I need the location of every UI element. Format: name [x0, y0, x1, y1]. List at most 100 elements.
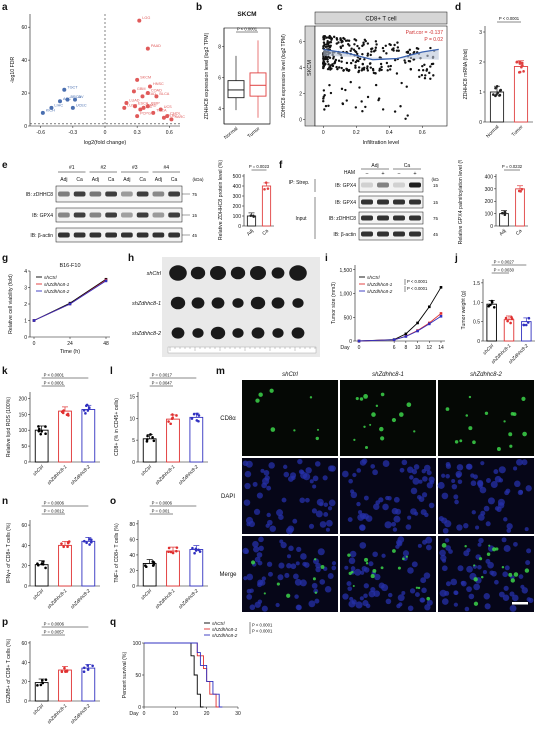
bar [81, 667, 96, 702]
y-tick-label: 0 [349, 339, 352, 345]
data-point [399, 105, 402, 108]
data-point [345, 61, 349, 65]
nucleus [315, 562, 321, 569]
data-point [354, 50, 357, 53]
micrograph-tile [242, 458, 338, 535]
point-label: HNSC [153, 82, 164, 86]
tumor [171, 327, 185, 339]
band [361, 199, 373, 205]
nucleus [288, 545, 294, 551]
nucleus [482, 570, 487, 575]
data-point [44, 566, 47, 570]
data-point [335, 65, 338, 69]
nucleus [316, 498, 324, 506]
cd8-signal [364, 446, 369, 450]
data-point [195, 419, 199, 422]
data-point [358, 86, 361, 89]
nucleus [465, 463, 473, 470]
chart-q-survival: 0 50 100 Percent survival (%) 0 10 20 30 Day shCt… [122, 621, 273, 717]
bar [142, 563, 157, 587]
data-point [362, 41, 365, 44]
data-point [366, 69, 370, 72]
x-axis-label: Day [340, 345, 350, 351]
row-label: Merge [219, 572, 237, 578]
nucleus [407, 605, 414, 612]
side-label: Input [295, 216, 307, 222]
point-up [133, 104, 137, 109]
legend-label: shZdhhc8-2 [212, 633, 238, 639]
nucleus [286, 563, 292, 569]
nucleus [516, 458, 523, 466]
data-point [40, 430, 43, 433]
nucleus [344, 565, 349, 570]
nucleus [503, 585, 509, 591]
data-point [327, 36, 330, 39]
tumor [271, 297, 285, 309]
cd8-signal [479, 557, 483, 561]
nucleus [413, 464, 420, 470]
nucleus [487, 497, 495, 505]
chart-k-lipid-ros: 0 50 100 150 200 Relative lipid ROS (100%) shC… [6, 373, 100, 486]
data-point [366, 65, 369, 68]
nucleus [311, 508, 318, 514]
kda-marker: 15 [433, 183, 439, 188]
nucleus [486, 478, 491, 483]
nucleus [487, 561, 494, 569]
x-axis-label: Day [129, 711, 139, 717]
data-point [327, 55, 330, 58]
nucleus [483, 505, 490, 512]
p-value: P = 0.0006 [44, 501, 65, 506]
data-point [378, 69, 381, 72]
nucleus [264, 475, 270, 481]
cd8-signal [312, 577, 316, 581]
cd8-signal [473, 564, 476, 567]
data-point [504, 316, 508, 320]
nucleus [350, 566, 356, 571]
data-point [264, 181, 268, 184]
panel-label-e: e [2, 160, 8, 171]
cd8-signal [270, 427, 276, 432]
nucleus [448, 549, 453, 554]
nucleus [505, 488, 511, 494]
data-point [167, 550, 170, 554]
nucleus [475, 525, 480, 530]
data-point [339, 37, 342, 40]
tumor [250, 296, 266, 310]
x-axis-label: Time (h) [60, 349, 80, 355]
nucleus [278, 562, 285, 569]
nucleus [441, 492, 449, 500]
data-point [372, 71, 376, 75]
nucleus [294, 578, 302, 586]
data-point [343, 37, 346, 41]
nucleus [266, 485, 272, 491]
data-point [423, 77, 427, 80]
nucleus [453, 590, 459, 596]
y-tick-label: 0.5 [473, 320, 480, 326]
data-point [197, 414, 201, 417]
point-label: BRCA [71, 95, 82, 99]
x-tick-label: 20 [204, 711, 210, 717]
series-line [358, 315, 442, 342]
point-down [40, 110, 45, 115]
nucleus [497, 498, 505, 506]
data-point [357, 47, 361, 50]
nucleus [525, 560, 531, 566]
data-point [418, 75, 421, 78]
scale-bar [512, 602, 528, 605]
micrograph-tile [340, 458, 436, 534]
band [136, 191, 149, 197]
y-tick-label: 0 [132, 460, 135, 466]
nucleus [244, 470, 252, 478]
nucleus [373, 503, 380, 510]
band [409, 215, 421, 221]
nucleus [382, 503, 389, 511]
data-point [323, 34, 327, 38]
cd8-signal [375, 404, 379, 408]
y-tick-label: 1,000 [339, 292, 352, 298]
data-point [67, 540, 71, 543]
nucleus [464, 606, 470, 612]
data-point [431, 62, 435, 66]
side-label: SKCM [307, 60, 313, 76]
point-label: PAAD [151, 44, 161, 48]
nucleus [355, 601, 363, 609]
